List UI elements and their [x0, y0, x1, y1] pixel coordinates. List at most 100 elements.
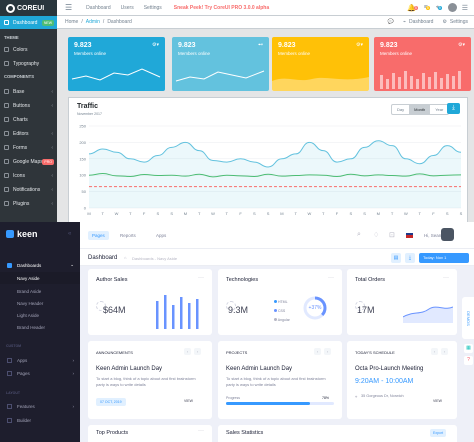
hamburger-icon[interactable]: ☰ — [65, 3, 73, 12]
today-button[interactable]: Today: Nov 1 — [419, 253, 469, 263]
sidebar-item-navy-aside[interactable]: Navy Aside — [0, 272, 80, 284]
chevron-icon: ‹ — [51, 172, 53, 179]
sales-bars — [156, 295, 199, 329]
gear-icon[interactable]: ⚙▾ — [458, 42, 465, 48]
sidebar-item-apps[interactable]: Apps › — [0, 354, 80, 366]
sidebar-item-plugins[interactable]: Plugins ‹ — [0, 197, 57, 210]
card-technologies: Technologies ··· 9.3M HTML CSS Angular +… — [218, 269, 342, 335]
export-button[interactable]: Export — [430, 429, 447, 437]
sidebar-item-notifications[interactable]: Notifications ‹ — [0, 183, 57, 196]
list-icon[interactable]: ≡ — [424, 4, 428, 11]
period-day[interactable]: Day — [397, 107, 405, 112]
bell-icon — [4, 187, 9, 192]
period-year[interactable]: Year — [435, 107, 444, 112]
download-icon[interactable]: ⤓ — [405, 253, 415, 263]
more-icon[interactable]: ··· — [328, 275, 334, 281]
next-arrow[interactable]: › — [194, 348, 201, 355]
sidebar-item-brand-aside[interactable]: Brand Aside — [17, 288, 42, 294]
speech-icon[interactable]: 💬 — [387, 19, 394, 25]
sidebar-item-editors[interactable]: Editors ‹ — [0, 127, 57, 140]
sidebar-item-navy-header[interactable]: Navy Header — [17, 300, 44, 306]
sidebar-item-dashboards[interactable]: Dashboards ⌄ — [0, 259, 80, 271]
cloud-download-icon[interactable]: ⤓ — [447, 103, 460, 114]
breadcrumb-right-settings[interactable]: Settings — [449, 19, 468, 25]
sidebar-item-icons[interactable]: Icons ‹ — [0, 169, 57, 182]
prev-arrow[interactable]: ‹ — [431, 348, 438, 355]
toggle-aside-icon[interactable]: « — [68, 231, 72, 237]
top-tab-apps[interactable]: Apps — [156, 233, 167, 238]
avatar[interactable] — [447, 3, 457, 12]
user-greeting[interactable]: Hi, Sean — [424, 233, 442, 238]
breadcrumb-admin[interactable]: Admin — [85, 19, 100, 25]
chevron-left-icon: ‹ — [431, 348, 438, 355]
card-title: Sales Statistics — [226, 430, 264, 436]
pro-badge: PRO — [42, 159, 54, 165]
prev-arrow[interactable]: ‹ — [314, 348, 321, 355]
keen-sidebar — [0, 222, 80, 442]
apps-icon — [7, 357, 12, 363]
stat-card-1: 9.823 Members online ⚙▾ — [68, 37, 165, 91]
notification-icon[interactable]: ♢ — [373, 232, 380, 239]
section-title-layout: LAYOUT — [6, 391, 21, 395]
avatar[interactable] — [441, 228, 454, 241]
gear-icon[interactable]: ⚙▾ — [356, 42, 363, 48]
sidebar-item-colors[interactable]: Colors — [0, 43, 57, 56]
stat-value: 9.823 — [380, 42, 398, 49]
sidebar-item-pages[interactable]: Pages › — [0, 367, 80, 379]
stat-value: 9.823 — [278, 42, 296, 49]
more-icon[interactable]: ··· — [198, 428, 204, 434]
sidebar-item-light-aside[interactable]: Light Aside — [17, 312, 40, 318]
prev-arrow[interactable]: ‹ — [184, 348, 191, 355]
view-link[interactable]: VIEW — [433, 399, 442, 403]
sidebar-item-typography[interactable]: Typography — [0, 57, 57, 70]
menu-icon[interactable]: ☰ — [461, 4, 468, 12]
stat-label: Members online — [178, 51, 211, 56]
header-link-dashboard[interactable]: Dashboard — [86, 4, 111, 11]
keen-header: Pages Reports Apps ⌕ ♢ ⊡ Hi, Sean — [80, 222, 474, 249]
sidebar-item-forms[interactable]: Forms ‹ — [0, 141, 57, 154]
sidebar-item-charts[interactable]: Charts — [0, 113, 57, 126]
period-month[interactable]: Month — [409, 105, 431, 114]
more-icon[interactable]: ··· — [443, 275, 449, 281]
layers-icon[interactable]: ▦ — [464, 344, 473, 353]
next-arrow[interactable]: › — [441, 348, 448, 355]
sidebar-item-dashboard[interactable]: Dashboard NEW — [0, 16, 57, 29]
breadcrumb-right-dashboard[interactable]: Dashboard — [408, 19, 434, 25]
location-pin-icon[interactable]: ⌖▾ — [258, 42, 263, 48]
y-tick-label: 200 — [79, 140, 86, 145]
gear-icon[interactable]: ⚙▾ — [152, 42, 159, 48]
sidebar-item-brand-header[interactable]: Brand Header — [17, 324, 46, 330]
sidebar-item-google-maps[interactable]: Google Maps PRO — [0, 155, 57, 168]
top-tab-reports[interactable]: Reports — [120, 233, 136, 238]
speedometer-icon — [4, 20, 9, 25]
header-link-users[interactable]: Users — [120, 4, 134, 11]
sidebar-item-buttons[interactable]: Buttons ‹ — [0, 99, 57, 112]
bell-icon[interactable]: 🔔 — [407, 4, 416, 12]
file-icon[interactable]: ▤ — [391, 253, 401, 263]
breadcrumb-home[interactable]: Home — [65, 19, 79, 25]
promo-link[interactable]: Sneak Peek! Try CoreUI PRO 3.0.0 alpha — [173, 4, 270, 11]
sidebar-item-features[interactable]: Features › — [0, 400, 80, 412]
more-icon[interactable]: ··· — [198, 275, 204, 281]
schedule-place: 35 Gorgeous Dr, Norwich — [361, 394, 404, 398]
flag-icon[interactable] — [406, 233, 413, 238]
help-icon[interactable]: ? — [464, 356, 473, 365]
header-link-settings[interactable]: Settings — [143, 4, 162, 11]
breadcrumb[interactable]: Dashboards - Navy Aside — [132, 256, 178, 261]
top-tab-pages[interactable]: Pages — [88, 231, 109, 240]
cart-icon[interactable]: ⊡ — [389, 232, 395, 239]
next-arrow[interactable]: › — [324, 348, 331, 355]
chart-pie-icon — [4, 117, 9, 122]
chevron-icon: › — [72, 370, 75, 376]
y-tick-label: 100 — [79, 173, 86, 178]
sidebar-item-base[interactable]: Base ‹ — [0, 85, 57, 98]
search-icon[interactable]: ⌕ — [357, 231, 361, 238]
coreui-brand[interactable]: COREUI — [0, 0, 57, 16]
home-icon[interactable]: ⌂ — [124, 255, 127, 260]
x-tick-label: M — [377, 211, 380, 216]
keen-logo[interactable]: keen — [6, 229, 38, 239]
sidebar-item-builder[interactable]: Builder — [0, 414, 80, 426]
chevron-icon: ‹ — [51, 88, 53, 95]
demos-tab[interactable]: DEMOS — [462, 297, 474, 339]
view-link[interactable]: VIEW — [184, 399, 193, 403]
